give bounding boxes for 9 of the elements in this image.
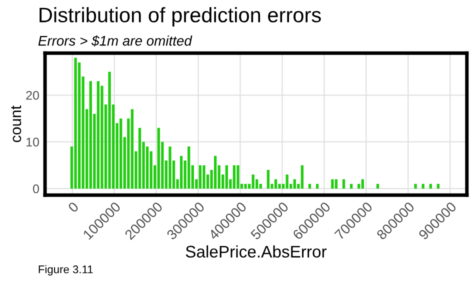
caption: Figure 3.11 bbox=[38, 265, 93, 276]
x-tick-label: 0 bbox=[67, 201, 80, 213]
y-tick-label: 0 bbox=[33, 184, 39, 194]
y-axis-title: count bbox=[11, 106, 22, 142]
y-tick-label: 10 bbox=[26, 138, 39, 147]
chart-subtitle: Errors > $1m are omitted bbox=[38, 35, 192, 47]
x-axis-title: SalePrice.AbsError bbox=[186, 245, 327, 258]
chart-title: Distribution of prediction errors bbox=[40, 7, 321, 27]
y-tick-label: 20 bbox=[26, 90, 39, 100]
